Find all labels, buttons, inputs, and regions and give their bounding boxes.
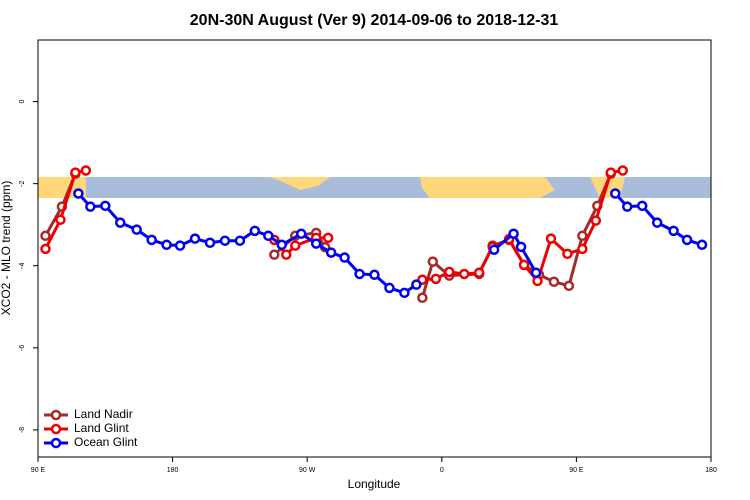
legend-marker xyxy=(50,437,62,449)
data-point xyxy=(577,230,588,242)
data-point xyxy=(219,235,231,246)
data-point xyxy=(668,225,679,237)
data-point xyxy=(70,167,81,178)
data-point xyxy=(696,239,708,251)
data-point xyxy=(146,234,157,246)
legend-label: Land Nadir xyxy=(74,407,133,421)
x-tick-label: 90 E xyxy=(31,467,46,474)
data-point xyxy=(189,233,201,244)
data-point xyxy=(234,235,246,246)
data-point xyxy=(458,268,470,280)
data-point xyxy=(276,239,288,251)
data-point xyxy=(269,249,280,260)
data-point xyxy=(249,225,261,237)
data-point xyxy=(322,232,334,244)
data-point xyxy=(295,228,307,239)
legend-label: Ocean Glint xyxy=(74,435,138,449)
data-point xyxy=(636,200,648,212)
chart-title: 20N-30N August (Ver 9) 2014-09-06 to 201… xyxy=(190,12,559,29)
data-point xyxy=(263,230,274,242)
data-point xyxy=(488,244,500,255)
data-point xyxy=(532,275,543,287)
legend-label: Land Glint xyxy=(74,421,129,435)
plot-frame xyxy=(37,39,712,458)
data-point xyxy=(411,279,422,290)
legend-marker xyxy=(50,423,62,435)
data-point xyxy=(621,201,633,212)
data-point xyxy=(354,268,365,280)
data-point xyxy=(384,282,395,294)
data-point xyxy=(681,234,693,246)
data-point xyxy=(325,247,337,258)
data-point xyxy=(515,241,527,253)
data-point xyxy=(518,259,530,271)
data-point xyxy=(577,243,588,255)
x-tick-label: 0 xyxy=(440,467,444,474)
legend-marker xyxy=(50,409,62,421)
y-tick-label: -2 xyxy=(19,180,26,186)
data-point xyxy=(430,273,442,285)
data-point xyxy=(508,228,519,239)
data-point xyxy=(204,237,216,249)
y-axis-label: XCO2 - MLO trend (ppm) xyxy=(0,181,13,316)
y-tick-label: -4 xyxy=(19,263,26,269)
x-tick-label: 180 xyxy=(167,467,179,474)
data-point xyxy=(562,248,573,260)
series-line xyxy=(77,192,703,295)
data-point xyxy=(80,165,92,176)
data-point xyxy=(427,256,439,267)
data-point xyxy=(545,233,557,244)
x-tick-label: 180 xyxy=(705,467,717,474)
y-tick-label: 0 xyxy=(19,100,26,104)
data-point xyxy=(548,276,560,287)
data-point xyxy=(131,224,142,235)
data-point xyxy=(617,165,629,176)
data-point xyxy=(610,188,621,199)
data-point xyxy=(339,252,350,263)
y-tick-label: -8 xyxy=(19,427,26,433)
data-point xyxy=(590,215,602,226)
data-point xyxy=(100,200,111,212)
y-tick-label: -6 xyxy=(19,345,26,351)
data-point xyxy=(55,214,66,226)
data-point xyxy=(281,249,292,260)
data-point xyxy=(473,267,485,278)
data-point xyxy=(161,239,172,251)
data-point xyxy=(115,217,126,228)
map-strip xyxy=(38,177,711,198)
data-point xyxy=(73,188,84,199)
data-point xyxy=(444,266,455,278)
x-tick-label: 90 E xyxy=(569,467,584,474)
data-point xyxy=(85,201,96,212)
data-point xyxy=(530,267,542,278)
data-point xyxy=(289,240,301,251)
data-point xyxy=(310,238,322,249)
data-point xyxy=(40,243,51,255)
data-point xyxy=(369,269,380,281)
data-point xyxy=(605,167,617,178)
data-point xyxy=(399,287,410,299)
data-point xyxy=(174,240,186,251)
data-point xyxy=(563,280,575,292)
data-point xyxy=(40,230,51,242)
data-point xyxy=(651,217,663,228)
x-tick-label: 90 W xyxy=(299,467,316,474)
data-point xyxy=(417,292,428,304)
x-axis-label: Longitude xyxy=(348,477,401,491)
